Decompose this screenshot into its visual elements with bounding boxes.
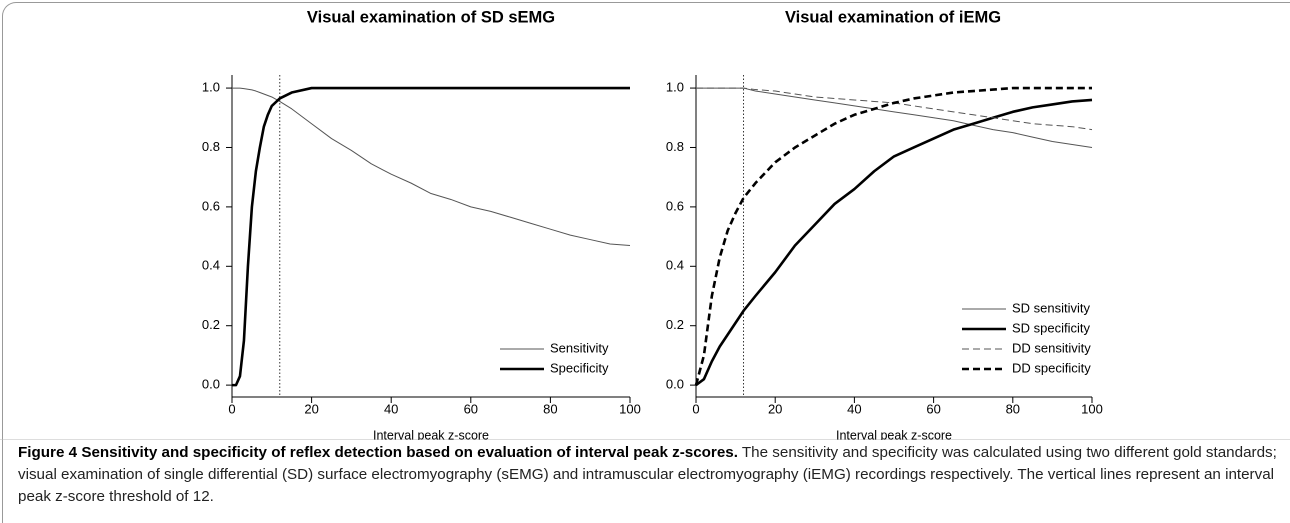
- legend-label: Sensitivity: [550, 340, 609, 355]
- y-tick-label: 1.0: [202, 80, 220, 95]
- legend-label: Specificity: [550, 360, 609, 375]
- y-tick-label: 0.4: [666, 258, 684, 273]
- x-tick-label: 40: [384, 401, 398, 416]
- x-tick-label: 80: [1006, 401, 1020, 416]
- x-tick-label: 40: [847, 401, 861, 416]
- x-tick-label: 100: [1081, 401, 1103, 416]
- y-tick-label: 1.0: [666, 80, 684, 95]
- caption-text: The sensitivity and specificity was calc…: [18, 444, 1277, 505]
- series-line: [694, 86, 1092, 386]
- series-line: [232, 86, 630, 387]
- caption: Figure 4 Sensitivity and specificity of …: [18, 442, 1280, 508]
- x-tick-label: 20: [304, 401, 318, 416]
- y-tick-label: 0.8: [666, 139, 684, 154]
- y-tick-label: 0.2: [666, 317, 684, 332]
- figure: Visual examination of SD sEMG 0.0 0.2 0.4 0.…: [0, 8, 1290, 440]
- legend-label: SD specificity: [1012, 320, 1091, 335]
- x-axis-label: Interval peak z-score: [373, 428, 489, 440]
- chart-title: Visual examination of SD sEMG: [307, 8, 555, 26]
- series-line: [696, 87, 1093, 131]
- y-tick-label: 0.4: [202, 258, 220, 273]
- legend-label: DD sensitivity: [1012, 340, 1091, 355]
- legend-label: DD specificity: [1012, 360, 1091, 375]
- caption-title: Sensitivity and specificity of reflex de…: [81, 444, 738, 461]
- x-tick-label: 60: [464, 401, 478, 416]
- y-tick-label: 0.0: [202, 377, 220, 392]
- x-tick-label: 100: [619, 401, 641, 416]
- y-tick-label: 0.6: [202, 198, 220, 213]
- series-line: [695, 98, 1093, 387]
- x-tick-label: 0: [228, 401, 235, 416]
- x-tick-label: 60: [926, 401, 940, 416]
- series-line: [696, 87, 1093, 148]
- x-axis-label: Interval peak z-score: [836, 428, 952, 440]
- y-tick-label: 0.8: [202, 139, 220, 154]
- series-line: [232, 87, 631, 247]
- legend-label: SD sensitivity: [1012, 300, 1091, 315]
- y-tick-label: 0.6: [666, 198, 684, 213]
- x-tick-label: 80: [543, 401, 557, 416]
- y-tick-label: 0.2: [202, 317, 220, 332]
- caption-label: Figure 4: [18, 444, 78, 461]
- x-tick-label: 0: [692, 401, 699, 416]
- y-tick-label: 0.0: [666, 377, 684, 392]
- chart-title: Visual examination of iEMG: [785, 8, 1001, 26]
- x-tick-label: 20: [768, 401, 782, 416]
